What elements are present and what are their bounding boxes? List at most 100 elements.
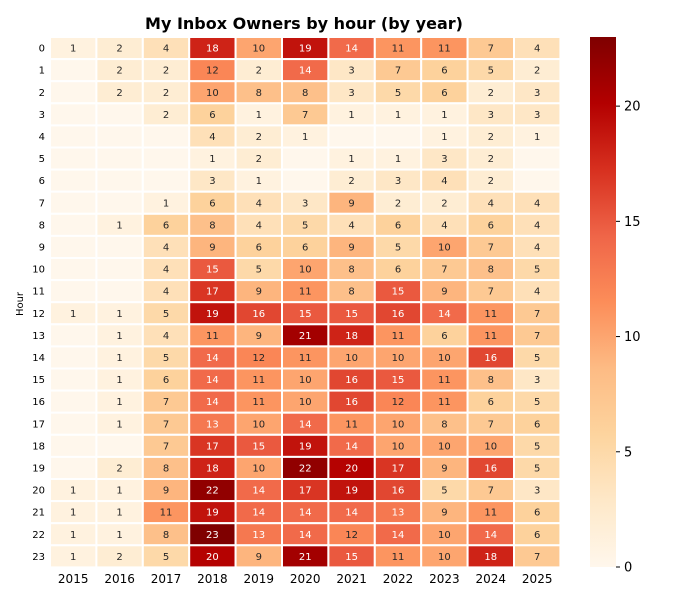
cell-value-label: 11	[438, 397, 451, 408]
cell-value-label: 6	[209, 110, 215, 121]
cell-value-label: 10	[438, 552, 451, 563]
heatmap-cell	[95, 146, 144, 171]
y-tick-label: 21	[32, 508, 45, 519]
heatmap-cell	[49, 411, 98, 436]
cell-value-label: 5	[534, 353, 540, 364]
cell-value-label: 11	[299, 287, 312, 298]
cell-value-label: 11	[438, 375, 451, 386]
cell-value-label: 15	[392, 375, 405, 386]
cell-value-label: 4	[163, 287, 169, 298]
cell-value-label: 18	[484, 552, 497, 563]
cell-value-label: 14	[345, 44, 358, 55]
cell-value-label: 14	[299, 508, 312, 519]
cell-value-label: 2	[256, 66, 262, 77]
cell-value-label: 5	[256, 265, 262, 276]
cell-value-label: 5	[488, 66, 494, 77]
cell-value-label: 1	[116, 530, 122, 541]
x-tick-label: 2018	[197, 572, 228, 586]
cell-value-label: 7	[488, 287, 494, 298]
cell-value-label: 21	[299, 552, 312, 563]
cell-value-label: 9	[256, 331, 262, 342]
y-tick-label: 5	[39, 154, 45, 165]
cell-value-label: 5	[534, 441, 540, 452]
cell-value-label: 7	[163, 441, 169, 452]
cell-value-label: 3	[302, 198, 308, 209]
cell-value-label: 11	[345, 419, 358, 430]
cell-value-label: 4	[534, 44, 540, 55]
cell-value-label: 6	[534, 419, 540, 430]
x-tick-label: 2023	[429, 572, 460, 586]
cell-value-label: 2	[116, 88, 122, 99]
y-tick-label: 22	[32, 530, 45, 541]
cell-value-label: 4	[441, 176, 447, 187]
heatmap-cell	[95, 168, 144, 193]
cell-value-label: 3	[441, 154, 447, 165]
heatmap-cell	[49, 323, 98, 348]
y-tick-label: 4	[39, 132, 45, 143]
heatmap-cell	[49, 345, 98, 370]
cell-value-label: 1	[441, 132, 447, 143]
colorbar	[590, 37, 616, 567]
cell-value-label: 14	[299, 530, 312, 541]
cell-value-label: 8	[302, 88, 308, 99]
cell-value-label: 14	[392, 530, 405, 541]
cell-value-label: 2	[441, 198, 447, 209]
cell-value-label: 10	[299, 375, 312, 386]
cell-value-label: 7	[488, 44, 494, 55]
heatmap-cell	[49, 168, 98, 193]
cell-value-label: 1	[70, 309, 76, 320]
cell-value-label: 6	[441, 88, 447, 99]
cell-value-label: 11	[484, 331, 497, 342]
cell-value-label: 11	[252, 375, 265, 386]
cell-value-label: 1	[209, 154, 215, 165]
cell-value-label: 1	[116, 309, 122, 320]
cell-value-label: 19	[206, 508, 219, 519]
cell-value-label: 10	[345, 353, 358, 364]
cell-value-label: 3	[348, 88, 354, 99]
cell-value-label: 2	[116, 44, 122, 55]
cell-value-label: 7	[163, 397, 169, 408]
cell-value-label: 1	[395, 110, 401, 121]
heatmap-cell	[95, 234, 144, 259]
heatmap-cell	[95, 124, 144, 149]
cell-value-label: 14	[252, 486, 265, 497]
cell-value-label: 6	[534, 530, 540, 541]
cell-value-label: 9	[256, 552, 262, 563]
cell-value-label: 8	[209, 220, 215, 231]
heatmap-cell	[141, 168, 191, 193]
cell-value-label: 1	[116, 375, 122, 386]
cell-value-label: 3	[488, 110, 494, 121]
cell-value-label: 12	[252, 353, 265, 364]
cell-value-label: 12	[392, 397, 405, 408]
cell-value-label: 21	[299, 331, 312, 342]
cell-value-label: 19	[299, 44, 312, 55]
heatmap-cell	[49, 146, 98, 171]
cell-value-label: 15	[345, 552, 358, 563]
cell-value-label: 12	[345, 530, 358, 541]
cell-value-label: 16	[252, 309, 265, 320]
x-tick-label: 2015	[58, 572, 89, 586]
heatmap-cell	[49, 124, 98, 149]
heatmap-cell	[513, 146, 562, 171]
cell-value-label: 1	[116, 508, 122, 519]
heatmap-cell	[49, 80, 98, 105]
cell-value-label: 1	[70, 486, 76, 497]
cell-value-label: 4	[534, 242, 540, 253]
cell-value-label: 8	[256, 88, 262, 99]
cell-value-label: 3	[534, 486, 540, 497]
cell-value-label: 7	[488, 419, 494, 430]
cell-value-label: 11	[484, 309, 497, 320]
cell-value-label: 1	[534, 132, 540, 143]
cell-value-label: 6	[302, 242, 308, 253]
cell-value-label: 1	[70, 44, 76, 55]
cell-value-label: 10	[252, 463, 265, 474]
cell-value-label: 2	[116, 66, 122, 77]
cell-value-label: 4	[534, 287, 540, 298]
cell-value-label: 2	[348, 176, 354, 187]
cell-value-label: 14	[206, 353, 219, 364]
cell-value-label: 6	[395, 220, 401, 231]
cell-value-label: 1	[348, 154, 354, 165]
heatmap-cell	[49, 455, 98, 480]
cell-value-label: 3	[534, 88, 540, 99]
cell-value-label: 4	[163, 44, 169, 55]
